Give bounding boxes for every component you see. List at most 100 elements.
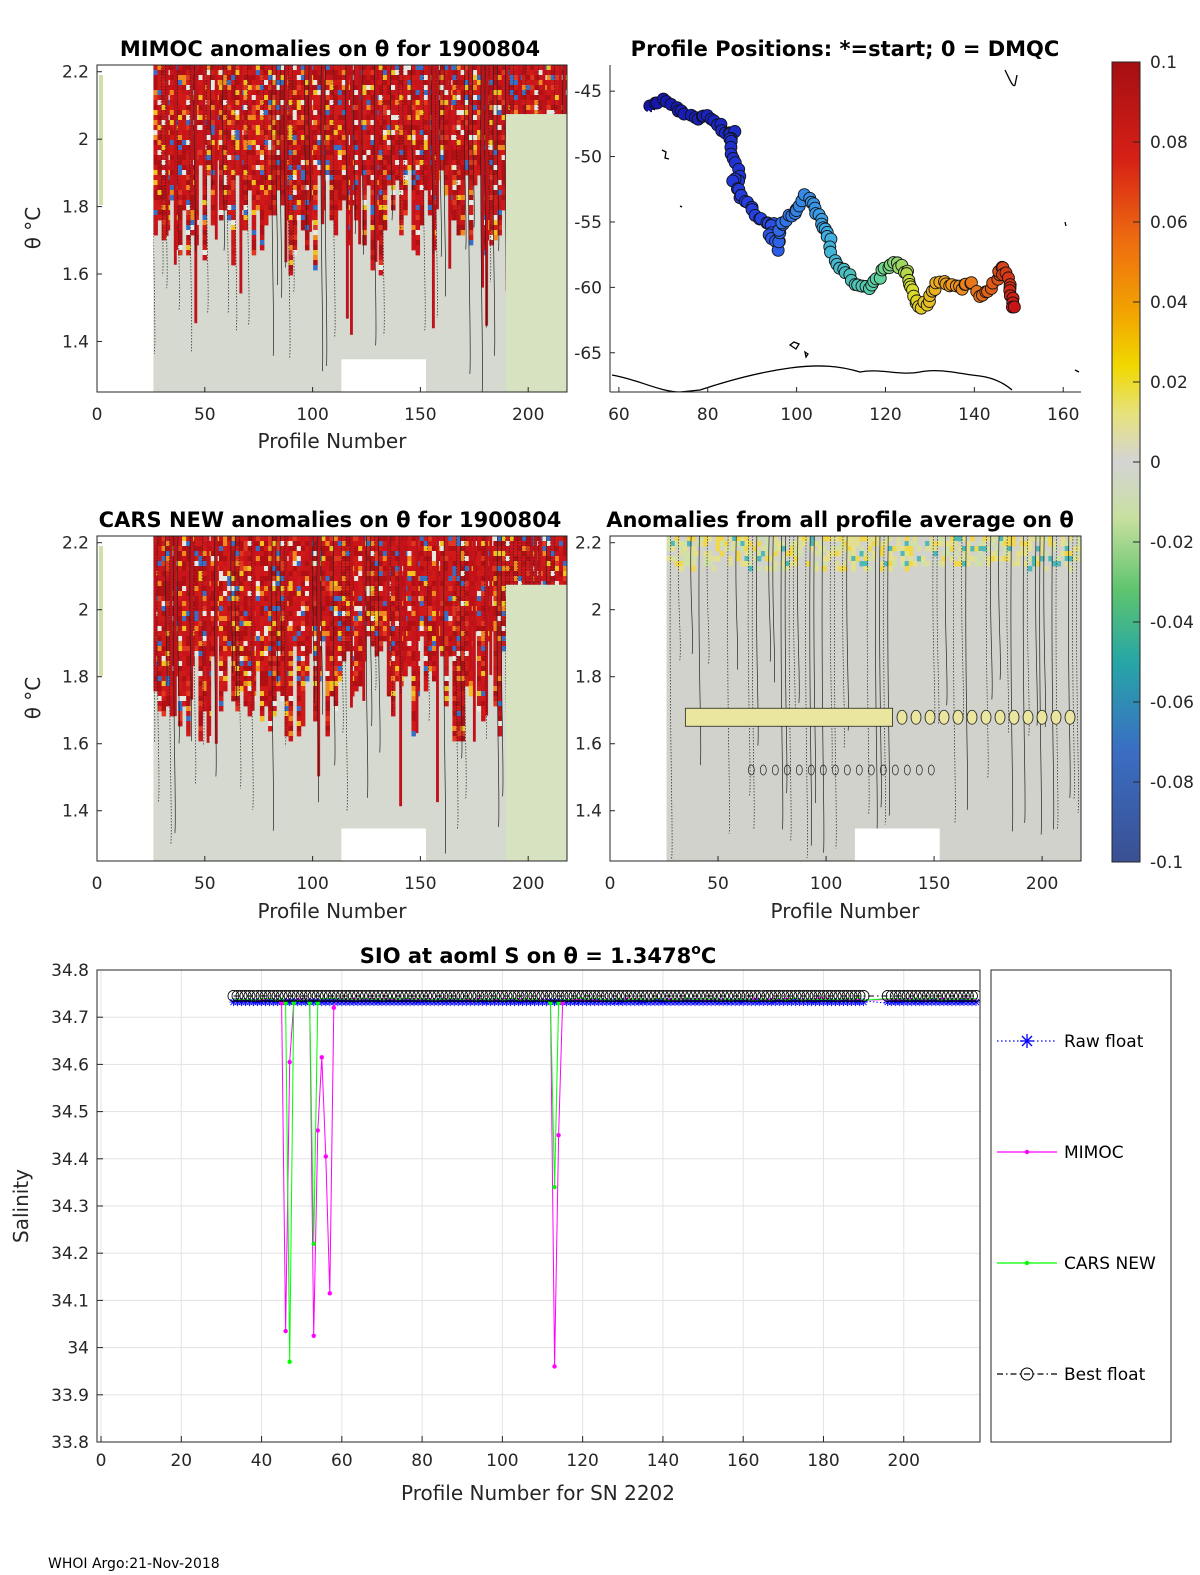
heatmap-cell bbox=[231, 551, 236, 557]
heatmap-cell bbox=[493, 130, 498, 136]
heatmap-cell bbox=[247, 150, 253, 156]
heatmap-cell bbox=[317, 100, 322, 106]
heatmap-cell bbox=[329, 160, 335, 166]
heatmap-cell bbox=[288, 85, 294, 91]
heatmap-cell bbox=[497, 135, 502, 141]
heatmap-cell bbox=[157, 110, 162, 116]
heatmap-cell bbox=[280, 125, 285, 131]
heatmap-cell bbox=[493, 210, 498, 216]
heatmap-cell bbox=[423, 135, 429, 141]
heatmap-cell bbox=[284, 706, 289, 712]
heatmap-cell bbox=[534, 65, 539, 71]
heatmap-cell bbox=[370, 150, 376, 156]
heatmap-cell bbox=[317, 115, 322, 121]
heatmap-cell bbox=[268, 546, 273, 552]
contour-line bbox=[201, 536, 205, 745]
heatmap-cell bbox=[304, 165, 310, 171]
heatmap-cell bbox=[186, 701, 191, 707]
heatmap-cell bbox=[198, 646, 203, 652]
heatmap-cell bbox=[251, 185, 257, 191]
heatmap-cell bbox=[489, 135, 494, 141]
heatmap-cell bbox=[169, 145, 175, 151]
heatmap-cell bbox=[296, 205, 302, 211]
heatmap-cell bbox=[272, 601, 277, 607]
heatmap-cell bbox=[198, 716, 203, 722]
heatmap-cell bbox=[280, 536, 285, 542]
heatmap-cell bbox=[526, 80, 531, 86]
heatmap-cell bbox=[362, 125, 367, 131]
heatmap-cell bbox=[399, 130, 404, 136]
heatmap-cell bbox=[325, 706, 330, 712]
heatmap-cell bbox=[177, 661, 183, 667]
heatmap-cell bbox=[157, 150, 162, 156]
heatmap-cell bbox=[362, 140, 367, 146]
heatmap-cell bbox=[411, 110, 416, 116]
heatmap-cell bbox=[333, 626, 339, 632]
heatmap-cell bbox=[337, 195, 343, 201]
heatmap-cell bbox=[468, 65, 474, 71]
heatmap-cell bbox=[325, 666, 330, 672]
heatmap-cell bbox=[399, 230, 404, 236]
heatmap-cell bbox=[276, 185, 281, 191]
heatmap-cell bbox=[550, 70, 556, 76]
heatmap-cell bbox=[239, 626, 244, 632]
heatmap-cell bbox=[182, 95, 187, 101]
heatmap-cell bbox=[272, 681, 277, 687]
heatmap-cell bbox=[223, 75, 228, 81]
heatmap-cell bbox=[493, 105, 498, 111]
heatmap-cell bbox=[268, 185, 273, 191]
heatmap-cell bbox=[247, 90, 253, 96]
heatmap-cell bbox=[227, 611, 232, 617]
heatmap-cell bbox=[198, 571, 203, 577]
heatmap-cell bbox=[231, 556, 236, 562]
heatmap-cell bbox=[317, 165, 322, 171]
heatmap-cell bbox=[444, 150, 449, 156]
heatmap-cell bbox=[206, 90, 212, 96]
heatmap-cell bbox=[264, 190, 269, 196]
heatmap-cell bbox=[177, 185, 183, 191]
heatmap-cell bbox=[210, 621, 216, 627]
heatmap-cell bbox=[218, 165, 224, 171]
heatmap-cell bbox=[300, 571, 306, 577]
heatmap-cell bbox=[362, 110, 367, 116]
colorbar: 0.10.080.060.040.020-0.02-0.04-0.06-0.08… bbox=[1111, 53, 1194, 873]
heatmap-cell bbox=[157, 616, 162, 622]
heatmap-cell bbox=[223, 200, 228, 206]
heatmap-cell bbox=[395, 130, 400, 136]
heatmap-cell bbox=[460, 200, 466, 206]
heatmap-cell bbox=[268, 686, 273, 692]
heatmap-cell bbox=[456, 155, 462, 161]
heatmap-cell bbox=[304, 65, 310, 71]
heatmap-cell bbox=[231, 95, 236, 101]
heatmap-cell bbox=[272, 125, 277, 131]
heatmap-cell bbox=[329, 591, 335, 597]
contour-line bbox=[316, 536, 320, 803]
heatmap-cell bbox=[223, 561, 228, 567]
heatmap-cell bbox=[255, 100, 261, 106]
heatmap-cell bbox=[235, 571, 240, 577]
heatmap-cell bbox=[194, 551, 199, 557]
heatmap-cell bbox=[272, 70, 277, 76]
heatmap-cell bbox=[321, 611, 326, 617]
heatmap-cell bbox=[198, 661, 203, 667]
heatmap-cell bbox=[386, 180, 392, 186]
heatmap-cell bbox=[313, 65, 318, 71]
heatmap-cell bbox=[186, 706, 191, 712]
heatmap-cell bbox=[223, 125, 228, 131]
heatmap-cell bbox=[182, 195, 187, 201]
heatmap-cell bbox=[300, 611, 306, 617]
heatmap-cell bbox=[264, 70, 269, 76]
heatmap-cell bbox=[280, 641, 285, 647]
heatmap-cell bbox=[231, 651, 236, 657]
heatmap-cell bbox=[247, 571, 253, 577]
heatmap-cell bbox=[407, 125, 412, 131]
heatmap-cell bbox=[341, 546, 347, 552]
heatmap-cell bbox=[313, 255, 318, 261]
heatmap-cell bbox=[300, 130, 306, 136]
heatmap-cell bbox=[157, 566, 162, 572]
heatmap-cell bbox=[259, 150, 265, 156]
heatmap-cell bbox=[218, 626, 224, 632]
heatmap-cell bbox=[501, 200, 507, 206]
heatmap-cell bbox=[382, 220, 388, 226]
heatmap-cell bbox=[268, 140, 273, 146]
